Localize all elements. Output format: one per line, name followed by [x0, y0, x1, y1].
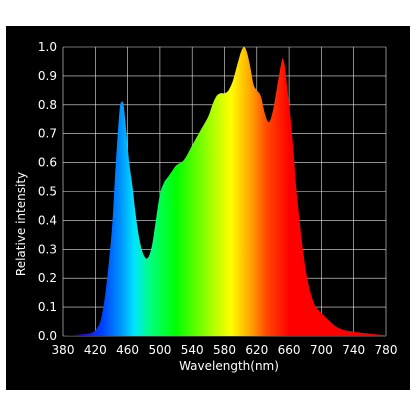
x-axis-title: Wavelength(nm) [179, 359, 279, 373]
x-tick-label: 660 [278, 343, 301, 357]
y-tick-label: 0.8 [38, 98, 57, 112]
y-tick-label: 0.9 [38, 69, 57, 83]
x-tick-label: 460 [116, 343, 139, 357]
y-tick-label: 0.0 [38, 329, 57, 343]
y-tick-label: 0.5 [38, 185, 57, 199]
x-tick-label: 380 [52, 343, 75, 357]
y-tick-label: 1.0 [38, 40, 57, 54]
x-tick-labels: 380 420 460 500 540 580 620 660 700 740 780 [52, 343, 398, 357]
x-tick-label: 620 [245, 343, 268, 357]
chart-panel: 0.0 0.1 0.2 0.3 0.4 0.5 0.6 0.7 0.8 0.9 1.0 380 420… [6, 26, 410, 390]
y-tick-labels: 0.0 0.1 0.2 0.3 0.4 0.5 0.6 0.7 0.8 0.9 1.0 [38, 40, 57, 343]
x-tick-label: 420 [84, 343, 107, 357]
y-tick-label: 0.2 [38, 271, 57, 285]
y-axis-title: Relative intensity [14, 172, 28, 276]
y-tick-label: 0.6 [38, 156, 57, 170]
spectrum-area [63, 46, 386, 336]
x-tick-label: 580 [213, 343, 236, 357]
y-tick-label: 0.3 [38, 242, 57, 256]
spectrum-chart: 0.0 0.1 0.2 0.3 0.4 0.5 0.6 0.7 0.8 0.9 1.0 380 420… [14, 40, 398, 373]
x-tick-label: 540 [181, 343, 204, 357]
x-tick-label: 780 [375, 343, 398, 357]
x-tick-label: 740 [342, 343, 365, 357]
x-tick-label: 500 [148, 343, 171, 357]
y-tick-label: 0.4 [38, 213, 57, 227]
y-tick-label: 0.1 [38, 300, 57, 314]
x-tick-label: 700 [310, 343, 333, 357]
y-tick-label: 0.7 [38, 127, 57, 141]
